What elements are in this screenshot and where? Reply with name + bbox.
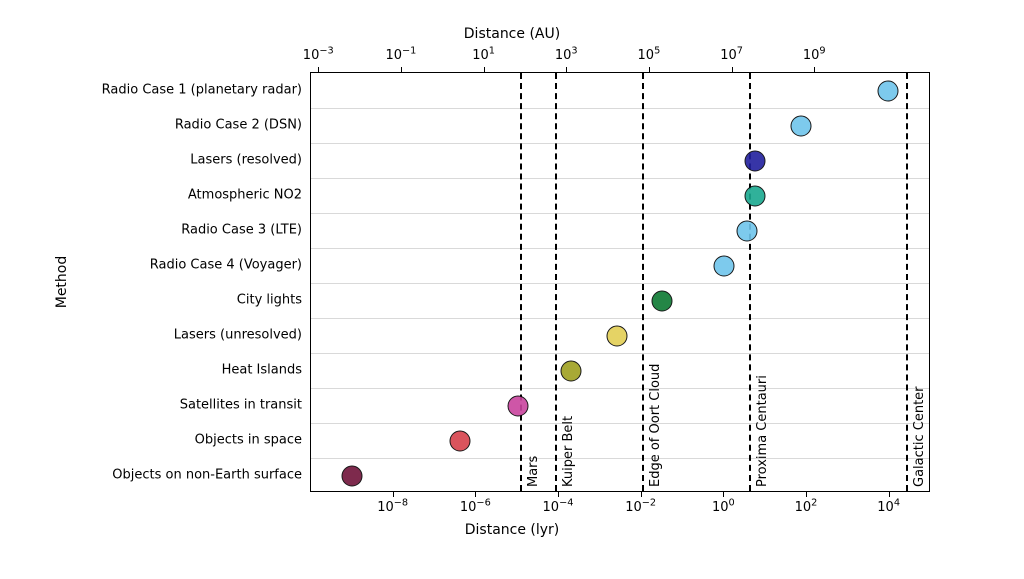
reference-line (906, 73, 908, 491)
reference-line (520, 73, 522, 491)
tick-mark (401, 67, 402, 72)
reference-line (749, 73, 751, 491)
tick-mark (484, 67, 485, 72)
reference-line (555, 73, 557, 491)
tick-mark (806, 492, 807, 497)
top-tick-label: 107 (720, 48, 743, 63)
detection-distance-chart: Distance (AU) Method Distance (lyr) Mars… (0, 0, 1024, 579)
y-tick-label: City lights (237, 292, 302, 307)
y-tick-label: Radio Case 4 (Voyager) (150, 257, 302, 272)
data-point (714, 255, 735, 276)
grid-line (311, 213, 929, 214)
top-tick-label: 10−3 (303, 48, 334, 63)
y-tick-label: Radio Case 2 (DSN) (175, 117, 302, 132)
bottom-tick-label: 100 (712, 500, 735, 515)
reference-line-label: Galactic Center (912, 386, 927, 487)
top-tick-label: 101 (472, 48, 495, 63)
y-tick-label: Lasers (unresolved) (174, 327, 302, 342)
top-axis-label: Distance (AU) (0, 26, 1024, 42)
bottom-axis-label: Distance (lyr) (0, 522, 1024, 538)
data-point (745, 185, 766, 206)
tick-mark (393, 492, 394, 497)
reference-line (642, 73, 644, 491)
bottom-tick-label: 104 (877, 500, 900, 515)
y-tick-label: Radio Case 1 (planetary radar) (102, 82, 302, 97)
data-point (877, 80, 898, 101)
top-tick-label: 109 (803, 48, 826, 63)
data-point (561, 360, 582, 381)
y-tick-label: Objects in space (195, 432, 302, 447)
y-tick-label: Objects on non-Earth surface (112, 467, 302, 482)
tick-mark (641, 492, 642, 497)
bottom-tick-label: 10−2 (625, 500, 656, 515)
grid-line (311, 283, 929, 284)
top-tick-label: 103 (555, 48, 578, 63)
reference-line-label: Proxima Centauri (755, 375, 770, 487)
bottom-tick-label: 10−8 (377, 500, 408, 515)
data-point (745, 150, 766, 171)
reference-line-label: Mars (526, 456, 541, 487)
data-point (342, 465, 363, 486)
grid-line (311, 143, 929, 144)
tick-mark (558, 492, 559, 497)
data-point (449, 430, 470, 451)
reference-line-label: Edge of Oort Cloud (648, 364, 663, 487)
tick-mark (566, 67, 567, 72)
grid-line (311, 248, 929, 249)
y-tick-label: Satellites in transit (180, 397, 302, 412)
tick-mark (889, 492, 890, 497)
top-tick-label: 105 (638, 48, 661, 63)
y-tick-label: Lasers (resolved) (190, 152, 302, 167)
tick-mark (814, 67, 815, 72)
grid-line (311, 108, 929, 109)
grid-line (311, 388, 929, 389)
y-axis-label: Method (54, 256, 70, 309)
y-tick-label: Heat Islands (222, 362, 302, 377)
tick-mark (649, 67, 650, 72)
reference-line-label: Kuiper Belt (561, 416, 576, 487)
bottom-tick-label: 10−4 (543, 500, 574, 515)
data-point (507, 395, 528, 416)
tick-mark (723, 492, 724, 497)
y-tick-label: Atmospheric NO2 (188, 187, 302, 202)
y-tick-label: Radio Case 3 (LTE) (181, 222, 302, 237)
plot-area: Mars Kuiper Belt Edge of Oort Cloud Proxima… (310, 72, 930, 492)
data-point (606, 325, 627, 346)
data-point (790, 115, 811, 136)
grid-line (311, 353, 929, 354)
data-point (652, 290, 673, 311)
top-tick-label: 10−1 (385, 48, 416, 63)
bottom-tick-label: 102 (795, 500, 818, 515)
grid-line (311, 423, 929, 424)
bottom-tick-label: 10−6 (460, 500, 491, 515)
data-point (737, 220, 758, 241)
tick-mark (318, 67, 319, 72)
grid-line (311, 318, 929, 319)
tick-mark (732, 67, 733, 72)
tick-mark (475, 492, 476, 497)
grid-line (311, 178, 929, 179)
grid-line (311, 458, 929, 459)
